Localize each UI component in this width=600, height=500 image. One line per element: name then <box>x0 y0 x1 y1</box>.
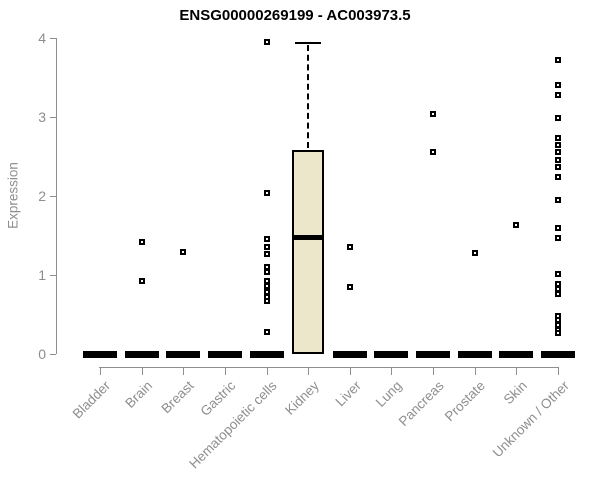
y-axis-tick <box>50 275 56 276</box>
x-axis-tick <box>141 368 143 375</box>
zero-value-bar <box>332 351 367 358</box>
outlier-point <box>555 225 561 232</box>
x-axis-tick <box>516 368 518 375</box>
chart-title: ENSG00000269199 - AC003973.5 <box>179 7 411 24</box>
outlier-point <box>555 142 561 149</box>
y-axis-tick <box>50 196 56 197</box>
x-axis-tick <box>349 368 351 375</box>
outlier-point <box>263 298 270 305</box>
y-tick-label: 1 <box>38 267 46 283</box>
x-axis-line <box>99 367 559 368</box>
outlier-point <box>263 250 270 257</box>
x-axis-tick <box>183 368 185 375</box>
outlier-point <box>555 148 561 155</box>
y-tick-label: 3 <box>38 109 46 125</box>
zero-value-bar <box>124 351 159 358</box>
outlier-point <box>346 283 353 290</box>
x-tick-label: Skin <box>500 378 530 408</box>
zero-value-bar <box>499 351 534 358</box>
outlier-point <box>263 328 270 335</box>
outlier-point <box>263 236 270 243</box>
zero-value-bar <box>83 351 117 358</box>
y-axis-tick <box>50 117 56 118</box>
outlier-point <box>513 222 520 229</box>
zero-value-bar <box>166 351 201 358</box>
y-axis-tick <box>50 38 56 39</box>
x-axis-tick <box>224 368 226 375</box>
outlier-point <box>555 82 561 89</box>
outlier-point <box>555 290 561 297</box>
zero-value-bar <box>374 351 409 358</box>
outlier-point <box>555 196 561 203</box>
x-tick-label: Liver <box>332 378 364 410</box>
x-tick-label: Brain <box>122 378 156 411</box>
outlier-point <box>263 189 270 196</box>
x-tick-label: Lung <box>373 378 406 410</box>
x-tick-label: Prostate <box>442 378 489 425</box>
whisker-cap <box>295 41 322 45</box>
y-axis-tick <box>50 354 56 355</box>
outlier-point <box>555 57 561 64</box>
x-axis-tick <box>308 368 310 375</box>
x-axis-tick <box>266 368 268 375</box>
outlier-point <box>346 243 353 250</box>
x-axis-tick <box>100 368 101 375</box>
y-axis-line <box>56 38 57 354</box>
outlier-point <box>555 91 561 98</box>
outlier-point <box>471 249 478 256</box>
outlier-point <box>555 174 561 181</box>
x-tick-label: Kidney <box>281 378 322 418</box>
outlier-point <box>180 249 187 256</box>
outlier-point <box>555 157 561 164</box>
whisker-line <box>307 44 310 149</box>
zero-value-bar <box>416 351 451 358</box>
median-line <box>292 235 325 241</box>
outlier-point <box>263 38 270 45</box>
x-axis-tick <box>474 368 476 375</box>
zero-value-bar <box>457 351 492 358</box>
outlier-point <box>430 148 437 155</box>
x-tick-label: Unknown / Other <box>489 378 572 461</box>
x-axis-tick <box>433 368 435 375</box>
boxplot-box <box>292 150 325 354</box>
x-axis-tick <box>391 368 393 375</box>
outlier-point <box>138 238 145 245</box>
x-tick-label: Pancreas <box>395 378 447 429</box>
x-tick-label: Bladder <box>70 378 114 422</box>
outlier-point <box>555 114 561 121</box>
zero-value-bar <box>249 351 284 358</box>
outlier-point <box>555 163 561 170</box>
outlier-point <box>430 110 437 117</box>
y-tick-label: 0 <box>38 346 46 362</box>
outlier-point <box>555 271 561 278</box>
outlier-point <box>138 278 145 285</box>
outlier-point <box>263 244 270 251</box>
outlier-point <box>555 134 561 141</box>
x-axis-tick <box>558 368 559 375</box>
outlier-point <box>555 234 561 241</box>
outlier-point <box>263 288 270 295</box>
outlier-point <box>263 268 270 275</box>
zero-value-bar <box>207 351 242 358</box>
y-tick-label: 2 <box>38 188 46 204</box>
outlier-point <box>263 283 270 290</box>
y-tick-label: 4 <box>38 30 46 46</box>
x-tick-label: Breast <box>158 378 197 417</box>
zero-value-bar <box>541 351 575 358</box>
outlier-point <box>555 330 561 337</box>
